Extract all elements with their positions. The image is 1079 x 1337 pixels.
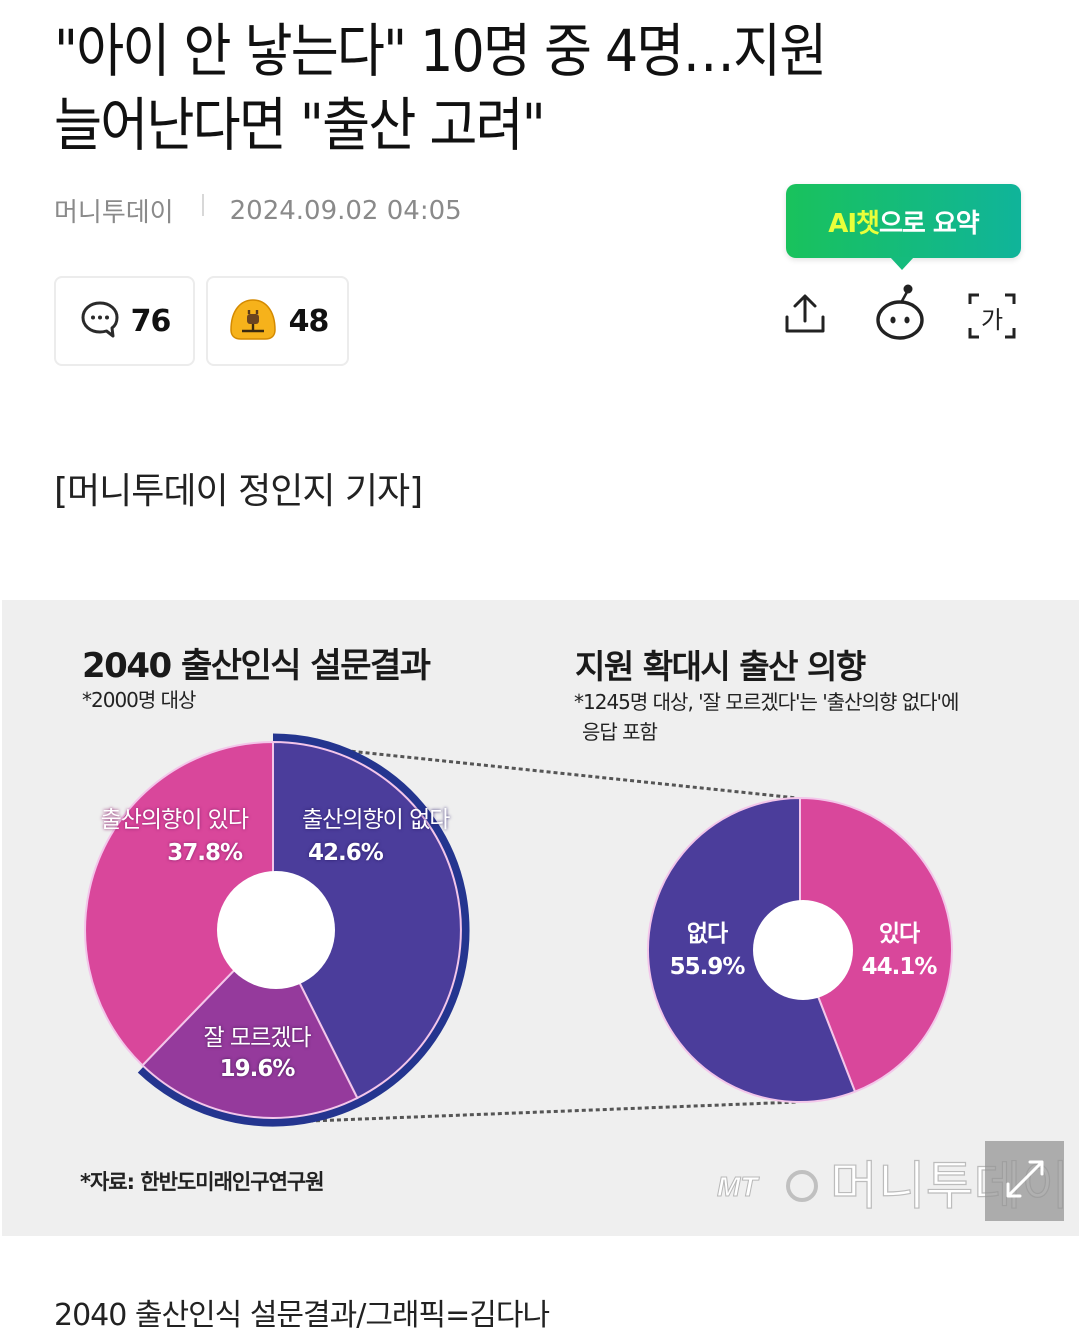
comment-icon <box>79 298 121 344</box>
comment-count: 76 <box>130 303 172 339</box>
ai-tooltip-text: 으로 요약 <box>878 208 980 239</box>
left-chart-title: 2040 출산인식 설문결과 <box>82 646 431 686</box>
share-button[interactable] <box>777 288 833 344</box>
right-chart-title: 지원 확대시 출산 의향 <box>575 647 866 686</box>
article-meta: 머니투데이 2024.09.02 04:05 <box>54 192 462 229</box>
headline-line-2: 늘어난다면 "출산 고려" <box>54 91 546 159</box>
ai-tooltip-highlight: AI챗 <box>828 208 880 239</box>
reaction-count: 48 <box>288 303 330 339</box>
label-support-no: 없다 55.9% <box>669 921 746 980</box>
comments-button[interactable]: 76 <box>54 276 195 366</box>
meta-divider <box>201 193 204 216</box>
chart-source: *자료: 한반도미래인구연구원 <box>80 1170 325 1194</box>
label-intent-no: 출산의향이 없다 42.6% <box>302 807 450 866</box>
font-size-button[interactable]: 가 <box>964 288 1020 344</box>
label-intent-yes: 출산의향이 있다 37.8% <box>100 807 249 866</box>
ai-summary-tooltip[interactable]: AI챗 으로 요약 <box>786 184 1021 270</box>
share-icon <box>782 291 828 341</box>
label-support-yes: 있다 44.1% <box>861 921 938 980</box>
ai-chat-button[interactable] <box>871 284 929 346</box>
reaction-button[interactable]: 48 <box>206 276 349 366</box>
publisher-name[interactable]: 머니투데이 <box>54 198 174 228</box>
font-size-icon: 가 <box>967 291 1017 341</box>
infographic-figure[interactable]: MT 머니투데이 2040 출산인식 설문결과 *2000명 대상 지원 확대시… <box>2 600 1079 1236</box>
emoji-reaction-icon <box>227 296 279 346</box>
ai-chat-bot-icon <box>873 283 927 347</box>
reporter-byline: [머니투데이 정인지 기자] <box>54 471 423 512</box>
headline-line-1: "아이 안 낳는다" 10명 중 4명…지원 <box>54 17 827 85</box>
svg-text:MT: MT <box>717 1171 760 1202</box>
font-size-glyph: 가 <box>980 306 1004 334</box>
expand-image-button[interactable] <box>985 1141 1064 1221</box>
right-chart-subtitle-1: *1245명 대상, '잘 모르겠다'는 '출산의향 없다'에 <box>574 690 959 714</box>
image-caption: 2040 출산인식 설문결과/그래픽=김다나 <box>54 1298 550 1333</box>
publish-datetime: 2024.09.02 04:05 <box>229 195 462 226</box>
expand-icon <box>1000 1154 1050 1208</box>
article-headline: "아이 안 낳는다" 10명 중 4명…지원 늘어난다면 "출산 고려" <box>54 14 954 162</box>
label-intent-unsure: 잘 모르겠다 19.6% <box>203 1025 311 1082</box>
left-chart-subtitle: *2000명 대상 <box>82 688 196 712</box>
infographic-svg: MT 머니투데이 <box>84 733 1070 1218</box>
right-chart-subtitle-2: 응답 포함 <box>582 720 658 744</box>
